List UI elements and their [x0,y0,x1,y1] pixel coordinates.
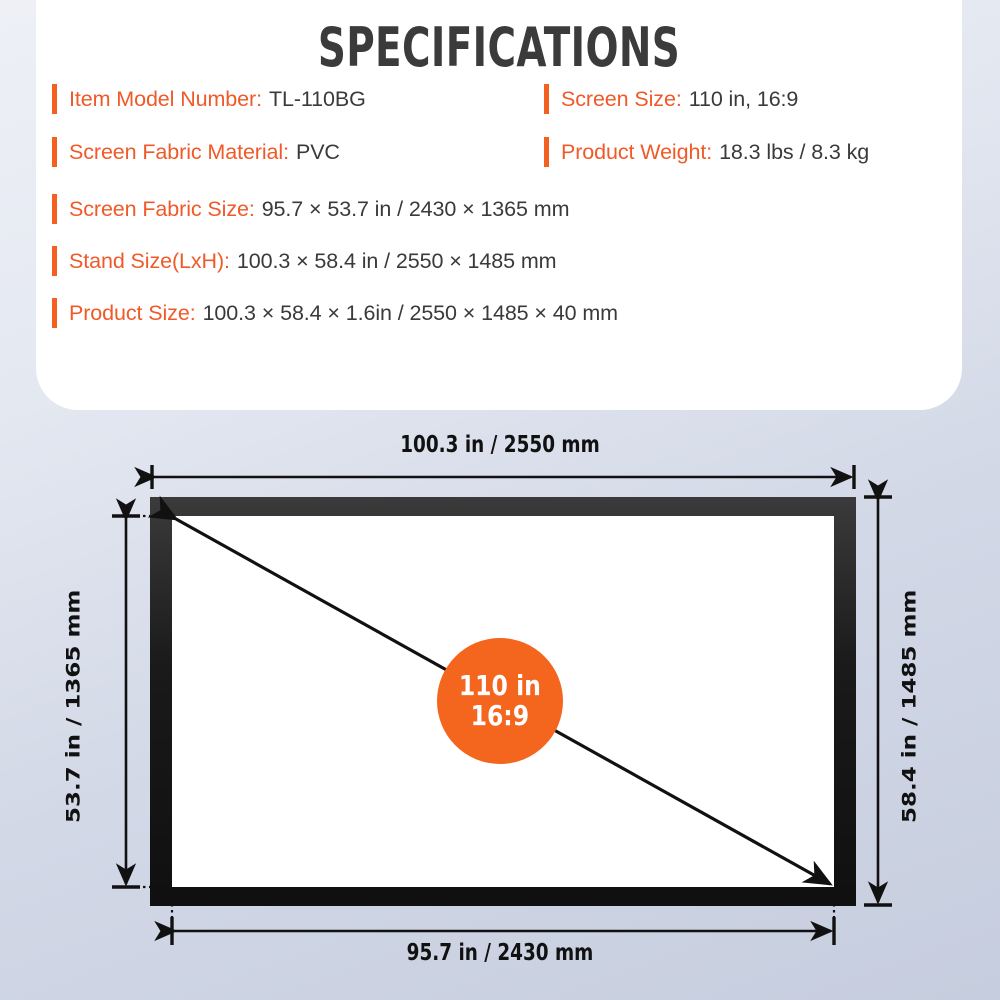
spec-value: 18.3 lbs / 8.3 kg [719,139,870,164]
accent-bar-icon [52,194,57,224]
accent-bar-icon [52,298,57,328]
spec-row-screen-fabric-size: Screen Fabric Size: 95.7 × 53.7 in / 243… [52,194,569,224]
spec-label: Screen Size: [561,86,682,111]
spec-row-item-model-number: Item Model Number: TL-110BG [52,84,366,114]
badge-size-line: 110 in [458,669,542,703]
accent-bar-icon [52,246,57,276]
spec-value: 95.7 × 53.7 in / 2430 × 1365 mm [261,196,570,221]
spec-value: 100.3 × 58.4 in / 2550 × 1485 mm [236,248,557,273]
spec-label: Screen Fabric Size: [69,196,255,221]
spec-value: TL-110BG [268,86,366,111]
spec-label: Item Model Number: [69,86,262,111]
dimension-label-top: 100.3 in / 2550 mm [400,432,600,458]
accent-bar-icon [544,84,549,114]
dimension-label-left: 53.7 in / 1365 mm [63,589,85,823]
spec-value: PVC [295,139,340,164]
spec-row-screen-size: Screen Size: 110 in, 16:9 [544,84,798,114]
accent-bar-icon [52,84,57,114]
badge-ratio-line: 16:9 [470,699,530,732]
spec-value: 110 in, 16:9 [688,86,799,111]
dimension-label-right: 58.4 in / 1485 mm [899,589,921,823]
dimension-line-left [112,498,175,889]
spec-value: 100.3 × 58.4 × 1.6in / 2550 × 1485 × 40 … [202,300,618,325]
dimension-line-top [134,465,856,489]
spec-label: Product Size: [69,300,196,325]
spec-label: Screen Fabric Material: [69,139,289,164]
spec-row-screen-fabric-material: Screen Fabric Material: PVC [52,137,340,167]
spec-row-product-weight: Product Weight: 18.3 lbs / 8.3 kg [544,137,869,167]
screen-size-badge: 110 in 16:9 [437,638,563,764]
accent-bar-icon [52,137,57,167]
dimension-label-bottom: 95.7 in / 2430 mm [406,940,594,966]
dimension-line-right [864,479,892,907]
spec-row-product-size: Product Size: 100.3 × 58.4 × 1.6in / 255… [52,298,618,328]
specifications-card: SPECIFICATIONS Item Model Number: TL-110… [36,0,962,410]
spec-label: Product Weight: [561,139,713,164]
page-title: SPECIFICATIONS [317,16,681,79]
spec-row-stand-size: Stand Size(LxH): 100.3 × 58.4 in / 2550 … [52,246,557,276]
spec-label: Stand Size(LxH): [69,248,230,273]
accent-bar-icon [544,137,549,167]
